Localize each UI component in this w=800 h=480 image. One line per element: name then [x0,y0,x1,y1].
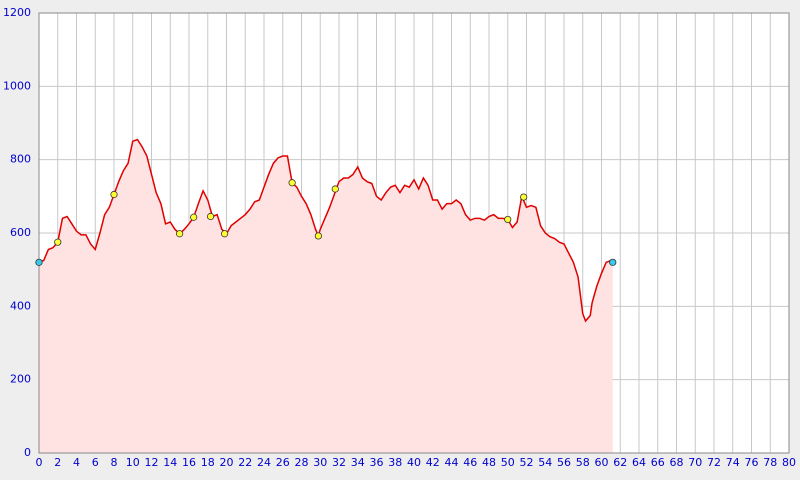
x-tick-label: 40 [407,456,421,469]
x-tick-label: 12 [145,456,159,469]
x-tick-label: 28 [295,456,309,469]
y-tick-label: 1200 [3,6,31,19]
y-tick-label: 800 [10,153,31,166]
marker [609,258,617,266]
x-tick-label: 68 [670,456,684,469]
x-tick-label: 36 [370,456,384,469]
x-tick-label: 56 [557,456,571,469]
y-tick-label: 600 [10,226,31,239]
x-tick-label: 52 [520,456,534,469]
x-tick-label: 24 [257,456,271,469]
marker [206,212,215,221]
x-tick-label: 50 [501,456,515,469]
x-tick-label: 18 [201,456,215,469]
x-tick-label: 16 [182,456,196,469]
x-tick-label: 64 [632,456,646,469]
marker [221,230,229,238]
x-tick-label: 14 [163,456,177,469]
x-tick-label: 38 [388,456,402,469]
x-tick-label: 54 [538,456,552,469]
plot-border [38,12,790,454]
x-tick-label: 48 [482,456,496,469]
x-tick-label: 74 [726,456,740,469]
area-fill [39,139,613,453]
marker [190,213,198,221]
x-tick-label: 62 [613,456,627,469]
marker [288,179,296,187]
marker [54,238,62,246]
x-tick-label: 70 [688,456,702,469]
x-tick-label: 32 [332,456,346,469]
x-tick-label: 30 [313,456,327,469]
y-tick-label: 200 [10,373,31,386]
x-tick-label: 58 [576,456,590,469]
x-tick-label: 10 [126,456,140,469]
x-tick-label: 20 [220,456,234,469]
x-tick-label: 2 [54,456,61,469]
x-tick-label: 0 [36,456,43,469]
x-tick-label: 34 [351,456,365,469]
x-tick-label: 46 [463,456,477,469]
x-tick-label: 76 [745,456,759,469]
marker [314,232,322,240]
y-tick-label: 1000 [3,79,31,92]
marker [520,193,528,201]
x-tick-label: 22 [238,456,252,469]
marker [504,215,512,224]
y-tick-label: 400 [10,299,31,312]
x-tick-label: 72 [707,456,721,469]
marker [176,230,184,238]
x-tick-label: 78 [763,456,777,469]
x-tick-label: 8 [111,456,118,469]
x-tick-label: 60 [595,456,609,469]
y-tick-label: 0 [24,446,31,459]
x-tick-label: 42 [426,456,440,469]
marker [331,185,339,193]
x-tick-label: 6 [92,456,99,469]
x-tick-label: 66 [651,456,665,469]
marker [110,190,118,199]
x-tick-label: 80 [782,456,796,469]
x-tick-label: 44 [445,456,459,469]
marker [35,258,43,266]
x-tick-label: 26 [276,456,290,469]
x-tick-label: 4 [73,456,80,469]
